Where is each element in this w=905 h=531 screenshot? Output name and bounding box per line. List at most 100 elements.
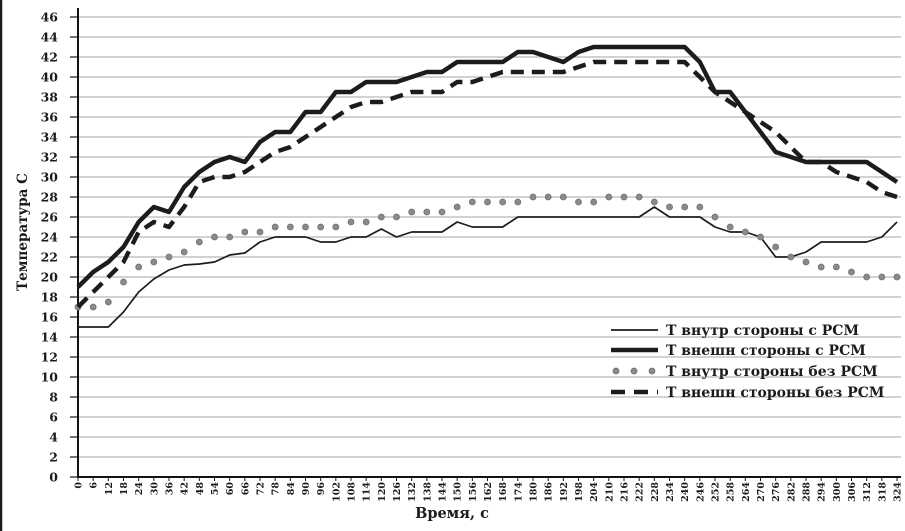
y-tick-label: 10 (41, 370, 59, 385)
x-tick-label: 222 (635, 482, 646, 502)
data-dot (89, 303, 97, 311)
legend-label: Т внутр стороны без РСМ (666, 364, 878, 380)
x-tick-label: 180 (529, 482, 540, 502)
y-tick-label: 8 (49, 390, 58, 405)
data-dot (499, 198, 507, 206)
x-tick-label: 96 (316, 482, 327, 496)
data-dot (559, 193, 567, 201)
x-tick-label: 204 (589, 482, 600, 502)
x-tick-label: 108 (347, 482, 358, 502)
x-tick-label: 270 (756, 482, 767, 502)
x-tick-label: 300 (832, 482, 843, 502)
y-tick-label: 20 (41, 270, 59, 285)
data-dot (787, 253, 795, 261)
data-dot (620, 193, 628, 201)
x-tick-label: 288 (802, 482, 813, 502)
x-tick-label: 114 (362, 482, 373, 502)
y-tick-label: 42 (41, 50, 58, 65)
x-tick-label: 30 (149, 482, 160, 496)
x-tick-label: 90 (301, 482, 312, 496)
data-dot (848, 268, 855, 276)
data-dot (135, 263, 143, 271)
series-line-2 (76, 44, 899, 289)
y-tick-label: 26 (41, 210, 59, 225)
x-tick-label: 264 (741, 482, 752, 502)
data-dot (696, 203, 704, 211)
x-tick-label: 138 (422, 482, 433, 502)
x-tick-label: 246 (695, 482, 706, 502)
legend-swatch-dotted (630, 367, 638, 375)
x-tick-label: 36 (165, 482, 176, 496)
data-dot (211, 233, 218, 241)
legend-item: Т внутр стороны без РСМ (612, 364, 878, 380)
legend-label: Т внешн стороны без РСМ (666, 385, 884, 401)
data-dot (575, 198, 582, 206)
x-tick-label: 72 (256, 482, 267, 495)
data-dot (347, 218, 355, 226)
axes (70, 8, 901, 481)
x-tick-label: 78 (271, 482, 282, 496)
data-dot (393, 213, 400, 221)
series-line-1 (78, 206, 898, 328)
series-line-4 (76, 59, 898, 309)
data-dot (423, 208, 431, 216)
y-tick-label: 36 (41, 110, 59, 125)
y-tick-label: 30 (41, 170, 59, 185)
y-tick-label: 24 (41, 230, 59, 245)
data-dot (741, 228, 749, 236)
x-tick-label: 210 (604, 482, 615, 502)
legend: Т внутр стороны с РСМ Т внешн стороны с Р… (611, 323, 884, 401)
y-tick-label: 18 (41, 290, 59, 305)
x-tick-label: 42 (180, 482, 191, 495)
x-tick-label: 156 (468, 482, 479, 502)
data-dot (590, 198, 598, 206)
data-dot (241, 228, 249, 236)
x-tick-label: 48 (195, 482, 206, 496)
x-tick-label: 186 (544, 482, 555, 502)
data-dot (726, 223, 734, 231)
y-tick-label: 38 (41, 90, 59, 105)
data-dot (256, 228, 264, 236)
data-dot (271, 223, 279, 231)
data-dot (120, 278, 127, 286)
x-tick-label: 294 (817, 482, 828, 502)
y-tick-label: 34 (41, 130, 59, 145)
data-dot (180, 248, 188, 256)
legend-label: Т внешн стороны с РСМ (666, 343, 866, 359)
data-dot (302, 223, 309, 231)
x-tick-label: 144 (438, 482, 449, 502)
x-tick-label: 6 (89, 482, 100, 489)
y-tick-label: 46 (41, 10, 59, 25)
y-tick-label: 4 (49, 430, 58, 445)
y-tick-label: 40 (41, 70, 59, 85)
data-dot (757, 233, 764, 241)
x-tick-label: 228 (650, 482, 661, 502)
x-tick-label: 162 (483, 482, 494, 502)
y-tick-label: 32 (41, 150, 58, 165)
x-tick-label: 306 (847, 482, 858, 502)
x-tick-label: 276 (771, 482, 782, 502)
x-tick-label: 120 (377, 482, 388, 502)
x-tick-label: 102 (331, 482, 342, 502)
data-dot (150, 258, 158, 266)
series-layer (74, 44, 901, 328)
data-dot (286, 223, 294, 231)
data-dot (226, 233, 234, 241)
data-dot (802, 258, 810, 266)
legend-label: Т внутр стороны с РСМ (666, 323, 859, 339)
legend-item: Т внешн стороны с РСМ (611, 343, 866, 359)
legend-swatch-dotted (612, 367, 620, 375)
x-tick-label: 234 (665, 482, 676, 502)
y-tick-label: 28 (41, 190, 59, 205)
legend-item: Т внешн стороны без РСМ (611, 385, 884, 401)
legend-swatch-dotted (648, 367, 656, 375)
data-dot (165, 253, 173, 261)
data-dot (377, 213, 385, 221)
data-dot (772, 243, 780, 251)
x-axis-title: Время, с (415, 505, 489, 522)
data-dot (362, 218, 370, 226)
x-tick-label: 324 (893, 482, 904, 502)
data-dot (468, 198, 476, 206)
x-tick-label: 66 (240, 482, 251, 496)
